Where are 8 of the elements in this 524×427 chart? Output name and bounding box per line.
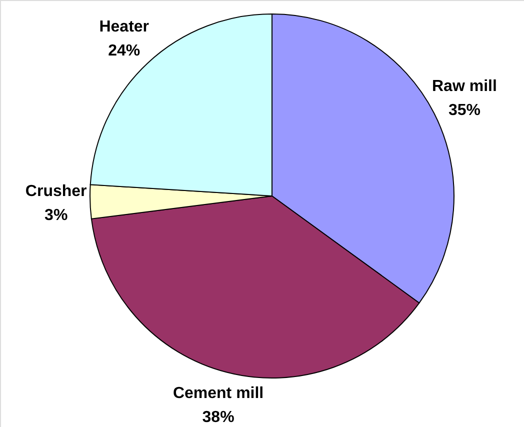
slice-label: Crusher bbox=[25, 182, 87, 200]
slice-label: Heater bbox=[99, 18, 150, 36]
data-label: 3% bbox=[44, 206, 68, 224]
data-label: 38% bbox=[202, 409, 234, 426]
data-label: 24% bbox=[108, 42, 140, 60]
slice-label: Raw mill bbox=[432, 78, 497, 95]
slice-label: Cement mill bbox=[172, 385, 264, 402]
data-label: 35% bbox=[448, 102, 480, 119]
